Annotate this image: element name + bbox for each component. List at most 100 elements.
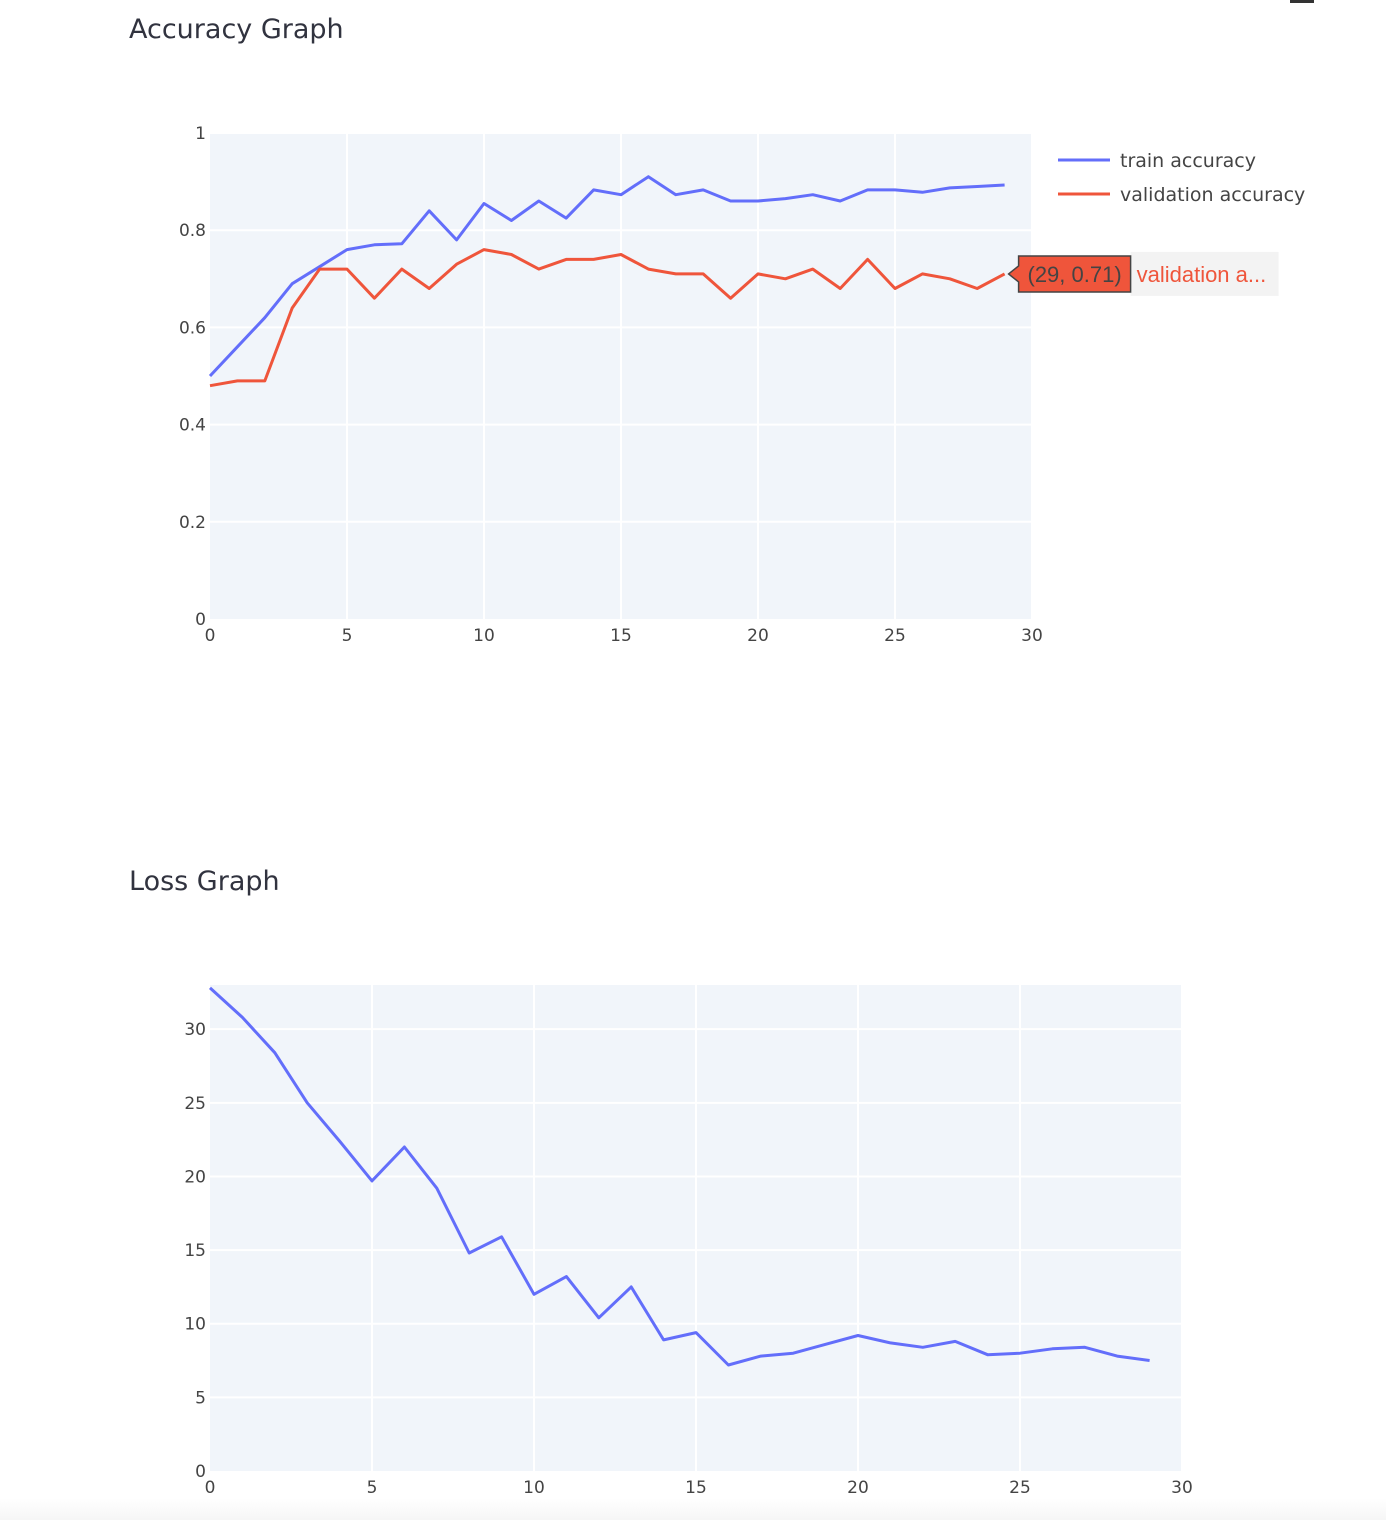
data-point[interactable]	[691, 1328, 701, 1338]
data-point[interactable]	[497, 1232, 507, 1242]
data-point[interactable]	[399, 1142, 409, 1152]
data-point[interactable]	[671, 269, 681, 279]
data-point[interactable]	[1047, 1344, 1057, 1354]
data-point[interactable]	[917, 269, 927, 279]
series-line[interactable]	[208, 175, 1005, 378]
loss-chart[interactable]: 0 5 10 15 20 25 30 0 5 10 15 20 25 30	[0, 852, 1386, 1520]
data-point[interactable]	[397, 239, 407, 249]
series-0[interactable]	[205, 172, 1010, 381]
data-point[interactable]	[616, 190, 626, 200]
data-point[interactable]	[780, 274, 790, 284]
data-point[interactable]	[835, 284, 845, 294]
data-point[interactable]	[342, 264, 352, 274]
data-point[interactable]	[945, 183, 955, 193]
legend-entry[interactable]: validation accuracy	[1120, 184, 1305, 206]
data-point[interactable]	[452, 259, 462, 269]
data-point[interactable]	[302, 1098, 312, 1108]
data-point[interactable]	[424, 206, 434, 216]
data-point[interactable]	[821, 1339, 831, 1349]
data-point[interactable]	[726, 196, 736, 206]
data-point[interactable]	[232, 342, 242, 352]
data-point[interactable]	[260, 313, 270, 323]
data-point[interactable]	[756, 1351, 766, 1361]
data-point[interactable]	[594, 1313, 604, 1323]
data-point[interactable]	[260, 376, 270, 386]
data-point[interactable]	[753, 196, 763, 206]
data-point[interactable]	[808, 264, 818, 274]
data-point[interactable]	[369, 240, 379, 250]
data-point[interactable]	[698, 185, 708, 195]
data-point[interactable]	[643, 172, 653, 182]
data-point[interactable]	[780, 194, 790, 204]
data-point[interactable]	[561, 213, 571, 223]
accuracy-chart[interactable]: 0 5 10 15 20 25 30 0 0.2 0.4 0.6 0.8 1 train accuracy…	[0, 0, 1386, 680]
data-point[interactable]	[1015, 1348, 1025, 1358]
data-point[interactable]	[698, 269, 708, 279]
data-point[interactable]	[853, 1331, 863, 1341]
data-point[interactable]	[205, 381, 215, 391]
data-point[interactable]	[561, 254, 571, 264]
data-point[interactable]	[972, 181, 982, 191]
data-point[interactable]	[529, 1289, 539, 1299]
data-point[interactable]	[397, 264, 407, 274]
data-point[interactable]	[835, 196, 845, 206]
data-point[interactable]	[369, 293, 379, 303]
data-point[interactable]	[890, 284, 900, 294]
data-point[interactable]	[479, 245, 489, 255]
x-tick-label: 10	[523, 1478, 545, 1498]
data-point[interactable]	[534, 264, 544, 274]
data-point[interactable]	[917, 187, 927, 197]
data-point[interactable]	[205, 371, 215, 381]
data-point[interactable]	[315, 264, 325, 274]
data-point[interactable]	[723, 1360, 733, 1370]
data-point[interactable]	[287, 303, 297, 313]
data-point[interactable]	[808, 190, 818, 200]
data-point[interactable]	[945, 274, 955, 284]
data-point[interactable]	[788, 1348, 798, 1358]
data-point[interactable]	[205, 983, 215, 993]
data-point[interactable]	[479, 198, 489, 208]
data-point[interactable]	[753, 269, 763, 279]
series-line[interactable]	[209, 248, 1006, 388]
data-point[interactable]	[589, 185, 599, 195]
data-point[interactable]	[424, 284, 434, 294]
data-point[interactable]	[983, 1350, 993, 1360]
data-point[interactable]	[616, 250, 626, 260]
legend-entry[interactable]: train accuracy	[1120, 150, 1256, 172]
series-0[interactable]	[205, 983, 1155, 1370]
data-point[interactable]	[726, 293, 736, 303]
data-point[interactable]	[534, 196, 544, 206]
y-tick-label: 10	[184, 1315, 206, 1335]
data-point[interactable]	[1080, 1342, 1090, 1352]
data-point[interactable]	[232, 376, 242, 386]
data-point[interactable]	[561, 1272, 571, 1282]
data-point[interactable]	[237, 1012, 247, 1022]
data-point[interactable]	[367, 1176, 377, 1186]
data-point[interactable]	[885, 1338, 895, 1348]
series-line[interactable]	[208, 986, 1150, 1367]
data-point[interactable]	[270, 1048, 280, 1058]
data-point[interactable]	[626, 1282, 636, 1292]
data-point[interactable]	[464, 1248, 474, 1258]
data-point[interactable]	[890, 185, 900, 195]
data-point[interactable]	[659, 1335, 669, 1345]
data-point[interactable]	[643, 264, 653, 274]
series-1[interactable]	[205, 245, 1010, 391]
data-point[interactable]	[1000, 180, 1010, 190]
data-point[interactable]	[506, 215, 516, 225]
data-point[interactable]	[950, 1336, 960, 1346]
data-point[interactable]	[863, 254, 873, 264]
data-point[interactable]	[863, 185, 873, 195]
data-point[interactable]	[432, 1183, 442, 1193]
data-point[interactable]	[1145, 1356, 1155, 1366]
data-point[interactable]	[671, 190, 681, 200]
data-point[interactable]	[918, 1342, 928, 1352]
data-point[interactable]	[589, 254, 599, 264]
data-point[interactable]	[335, 1136, 345, 1146]
data-point[interactable]	[1112, 1351, 1122, 1361]
data-point[interactable]	[452, 235, 462, 245]
data-point[interactable]	[287, 279, 297, 289]
data-point[interactable]	[506, 250, 516, 260]
data-point[interactable]	[342, 245, 352, 255]
data-point[interactable]	[972, 284, 982, 294]
